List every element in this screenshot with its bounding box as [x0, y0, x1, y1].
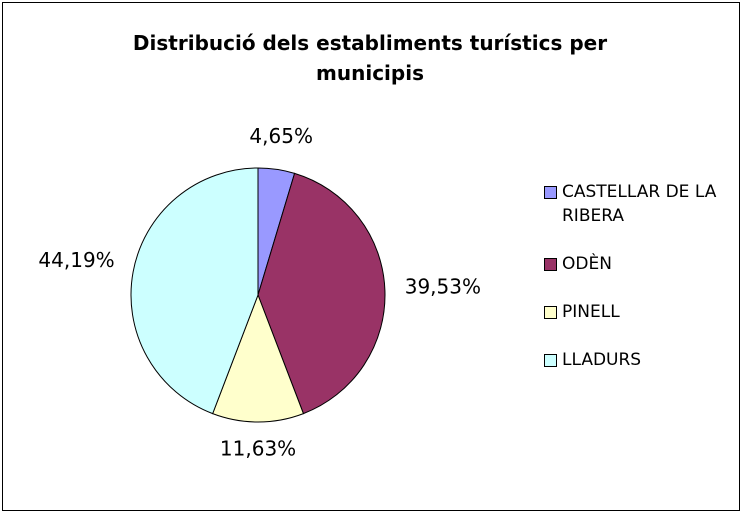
legend-item: CASTELLAR DE LA RIBERA	[540, 180, 735, 228]
legend-swatch	[544, 258, 557, 271]
pie-slice	[212, 293, 305, 423]
legend-item: PINELL	[540, 300, 735, 324]
legend-label: LLADURS	[562, 350, 642, 370]
data-label: 4,65%	[249, 124, 313, 148]
data-label: 44,19%	[38, 248, 114, 272]
legend-swatch	[544, 354, 557, 367]
chart-title: Distribució dels establiments turístics …	[132, 31, 608, 85]
legend-item: ODÈN	[540, 252, 735, 276]
legend-swatch	[544, 306, 557, 319]
data-label: 11,63%	[220, 437, 296, 461]
data-label: 39,53%	[405, 275, 481, 299]
pie-slice	[257, 172, 386, 415]
legend-item: LLADURS	[540, 348, 735, 372]
legend-label: CASTELLAR DE LA RIBERA	[562, 182, 717, 226]
pie-slice	[130, 167, 259, 415]
legend: CASTELLAR DE LA RIBERA ODÈN PINELL LLADURS	[540, 180, 735, 396]
legend-swatch	[544, 186, 557, 199]
legend-label: PINELL	[562, 302, 620, 322]
legend-label: ODÈN	[562, 254, 612, 274]
